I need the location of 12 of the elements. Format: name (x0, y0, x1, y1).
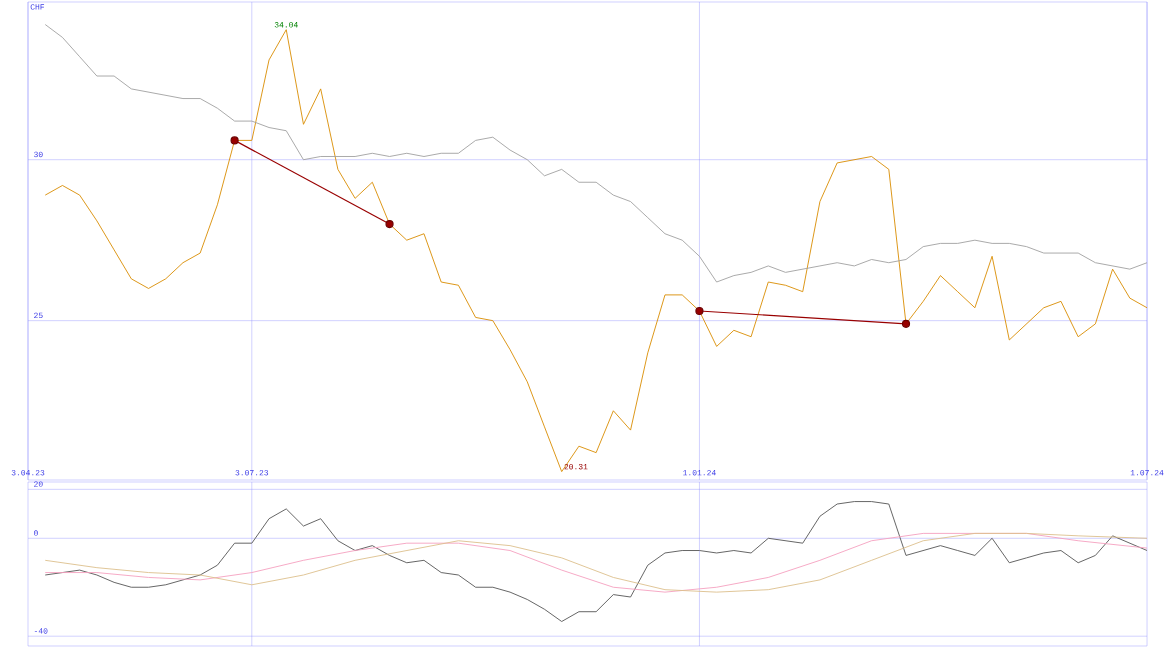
y-tick-label: -40 (34, 628, 48, 634)
x-tick-label: 1.07.24 (1130, 470, 1164, 476)
x-tick-label: 3.07.23 (235, 470, 269, 476)
y-tick-label: 30 (34, 151, 43, 158)
y-tick-label: 0 (34, 530, 38, 536)
y-tick-label: 20 (34, 481, 43, 487)
x-tick-label: 1.01.24 (683, 470, 716, 476)
annotation: 34.04 (274, 22, 298, 28)
y-tick-label: 25 (34, 312, 43, 319)
x-tick-label: 3.04.23 (11, 470, 45, 476)
y-axis-title: CHF (30, 4, 45, 10)
annotation: 20.31 (564, 463, 588, 470)
